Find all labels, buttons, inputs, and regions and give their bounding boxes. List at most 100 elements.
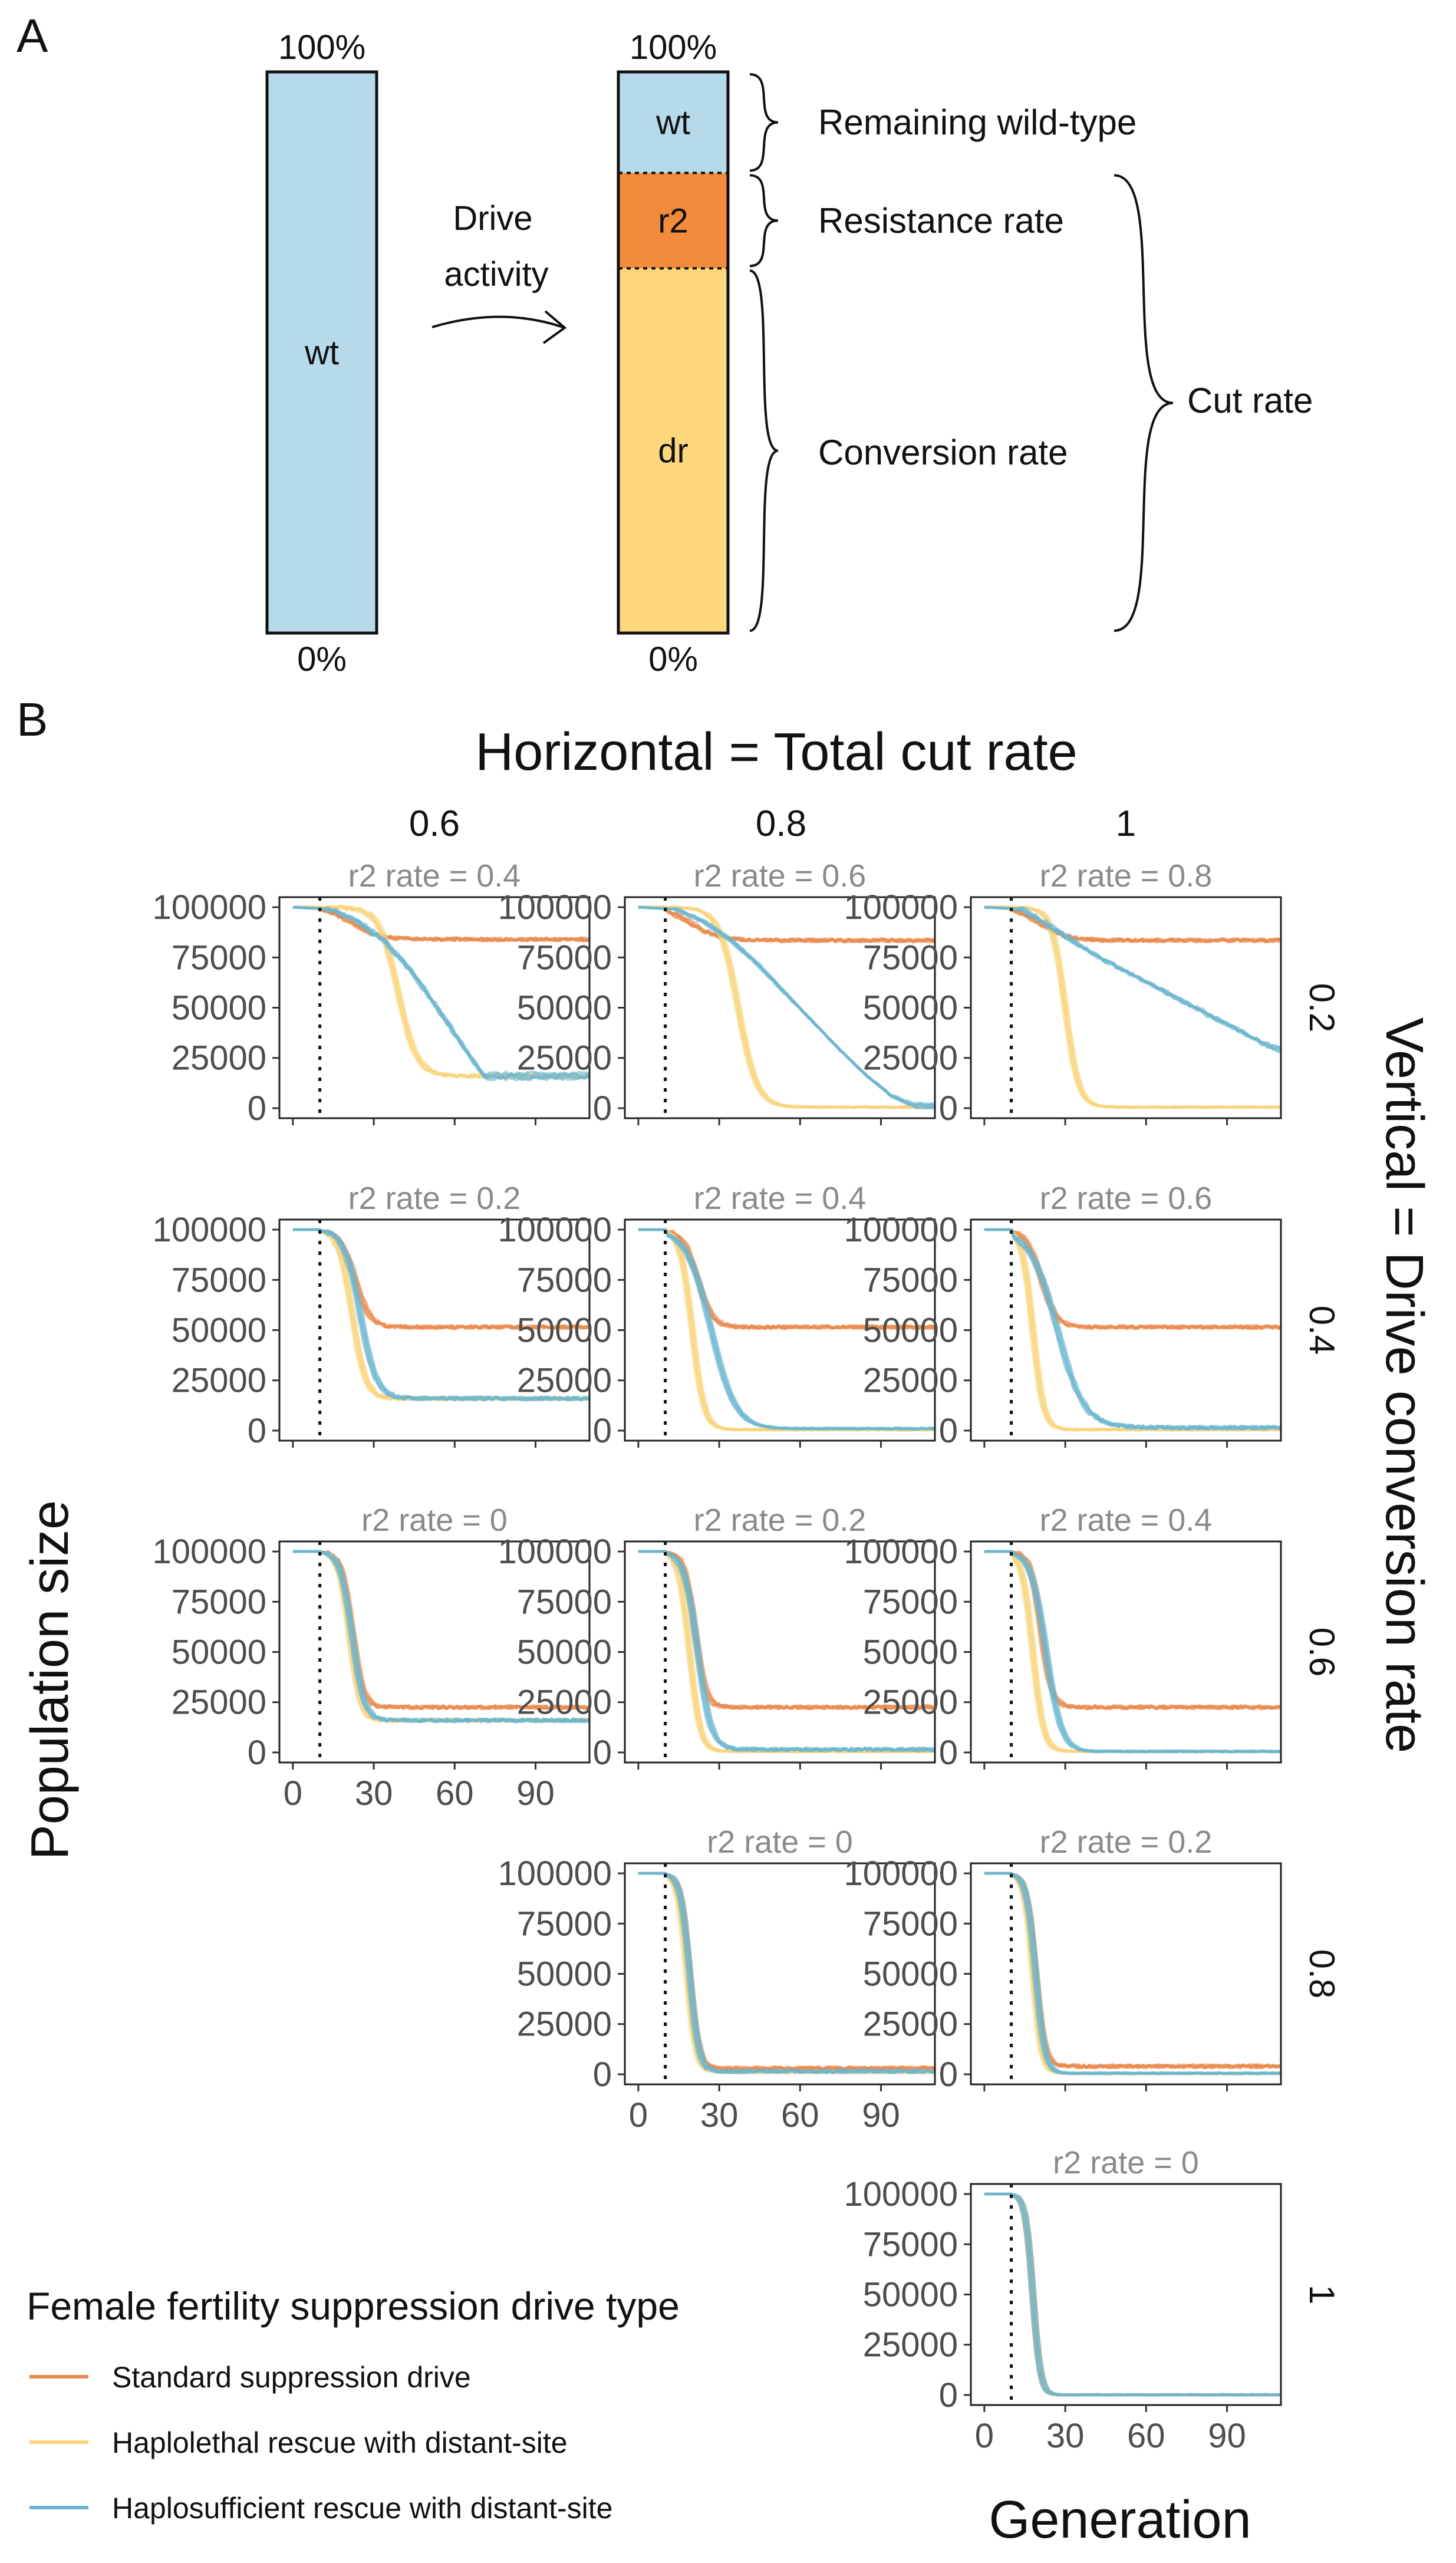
y-tick-label: 75000 [863,1905,958,1943]
y-tick-label: 100000 [152,1211,266,1249]
y-tick-label: 25000 [863,1684,958,1722]
row-label-conversion-rate: 0.2 [1302,983,1342,1032]
y-tick-label: 50000 [863,2276,958,2314]
y-tick-label: 75000 [863,2225,958,2264]
series-line-standard [984,1228,1281,1330]
bar1-segment-label: wt [304,334,339,372]
series-line-haplosufficient [292,1228,589,1402]
column-label-cut-rate: 0.8 [756,803,806,844]
y-tick-label: 25000 [172,1039,266,1078]
facet-title: r2 rate = 0 [1053,2145,1199,2180]
facet-title: r2 rate = 0.8 [1040,858,1213,894]
y-tick-label: 0 [939,1412,958,1450]
y-tick-label: 50000 [517,1955,612,1994]
bar2-bottom-label: 0% [648,640,698,678]
x-tick-label: 60 [1127,2417,1165,2455]
facet-panel: r2 rate = 0.2 0 25000 50000 75000 100000 [498,1503,936,1772]
bar2-drive-segment [618,268,728,633]
y-tick-label: 75000 [172,1583,266,1621]
y-tick-label: 75000 [863,938,958,977]
resistance-rate-brace [749,174,779,268]
y-tick-label: 100000 [498,1854,612,1893]
row-label-conversion-rate: 0.8 [1302,1949,1342,1998]
legend: Female fertility suppression drive type … [27,2284,680,2525]
vertical-axis-title: Vertical = Drive conversion rate [1375,1017,1434,1753]
y-tick-label: 50000 [517,989,612,1027]
y-tick-label: 75000 [517,1905,612,1943]
facet-title: r2 rate = 0 [361,1503,508,1538]
bar2-top-label: 100% [630,28,717,67]
y-tick-label: 25000 [863,2326,958,2364]
series-line-haplosufficient [638,1228,935,1431]
series-line-standard [638,1228,935,1330]
facet-title: r2 rate = 0.4 [694,1181,867,1216]
y-tick-label: 75000 [172,1261,266,1299]
column-label-cut-rate: 0.6 [409,803,460,844]
arrow-label-line1: Drive [453,199,532,238]
series-line-haplosufficient [984,2192,1281,2397]
y-tick-label: 25000 [517,1039,612,1078]
y-tick-label: 100000 [498,1533,612,1571]
y-tick-label: 0 [248,1734,266,1772]
legend-title: Female fertility suppression drive type [27,2284,680,2328]
y-tick-label: 0 [593,1412,612,1450]
y-tick-label: 100000 [152,1533,266,1571]
facet-title: r2 rate = 0.4 [1040,1503,1213,1538]
series-line-standard [638,905,935,944]
series-line-haplosufficient [638,906,935,1106]
row-label-conversion-rate: 0.6 [1302,1628,1342,1676]
facet-title: r2 rate = 0.6 [694,858,867,894]
column-label-cut-rate: 1 [1116,803,1136,844]
y-tick-label: 50000 [172,1633,266,1672]
bar1-wild-type-segment [265,70,378,635]
horizontal-axis-title: Horizontal = Total cut rate [475,723,1077,782]
y-tick-label: 100000 [844,1533,958,1571]
cut-rate-label: Cut rate [1187,381,1313,420]
y-tick-label: 25000 [517,2005,612,2044]
facet-panel: r2 rate = 0.6 0 25000 50000 75000 100000 [498,858,936,1128]
bar2-r2-segment [618,173,728,269]
y-tick-label: 100000 [844,888,958,927]
y-tick-label: 0 [593,2055,612,2094]
conversion-rate-brace [749,269,779,632]
x-tick-label: 0 [975,2417,994,2455]
x-tick-label: 90 [862,2096,900,2134]
series-line-haplolethal [984,905,1281,1109]
facet-title: r2 rate = 0.4 [348,858,521,894]
row-label-conversion-rate: 1 [1302,2285,1342,2304]
y-tick-label: 0 [939,2055,958,2094]
series-line-haplosufficient [984,906,1281,1050]
drive-activity-arrow [431,315,564,328]
y-tick-label: 50000 [517,1633,612,1672]
bar1-top-label: 100% [278,28,365,67]
bar2-wild-type-label: wt [655,104,690,142]
panel-a-label: A [17,9,48,62]
arrow-head-icon [542,310,567,344]
y-tick-label: 0 [593,1089,612,1128]
bar2-r2-label: r2 [658,202,689,240]
row-labels: 0.2 0.4 0.6 0.8 1 [1302,983,1342,2304]
y-tick-label: 50000 [172,989,266,1027]
x-tick-label: 90 [516,1774,555,1813]
x-tick-label: 30 [1046,2417,1085,2455]
y-tick-label: 100000 [152,888,266,927]
series-line-haplosufficient [638,1550,935,1752]
braces [749,73,1174,632]
y-tick-label: 75000 [517,1583,612,1621]
y-tick-label: 25000 [172,1684,266,1722]
facet-panel: r2 rate = 0.8 0 25000 50000 75000 100000 [844,858,1282,1128]
y-tick-label: 100000 [844,1211,958,1249]
y-tick-label: 100000 [844,2175,958,2213]
facet-panel: r2 rate = 0.2 0 25000 50000 75000 100000 [152,1181,591,1450]
facet-panel: r2 rate = 0.2 0 25000 50000 75000 100000 [844,1824,1282,2094]
series-line-haplosufficient [984,1872,1281,2076]
facet-title: r2 rate = 0.2 [1040,1824,1213,1860]
bar2-wild-type-segment [618,72,728,173]
series-line-haplosufficient [984,1228,1281,1431]
y-tick-label: 0 [248,1412,266,1450]
panel-a: A 100% wt 0% Drive activity 100% wt r2 d… [17,9,1313,678]
y-tick-label: 25000 [863,2005,958,2044]
facet-title: r2 rate = 0 [707,1824,853,1860]
